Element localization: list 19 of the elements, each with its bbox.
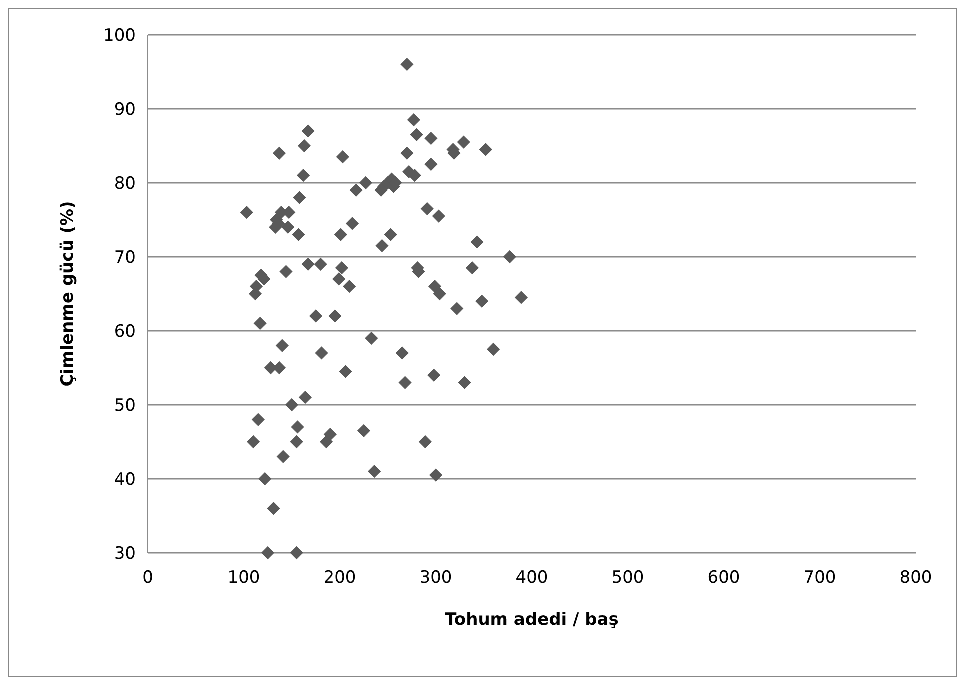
x-axis-title: Tohum adedi / baş	[445, 610, 619, 630]
y-axis-title: Çimlenme gücü (%)	[58, 201, 78, 387]
y-tick-label: 90	[114, 100, 136, 120]
y-tick-label: 100	[104, 26, 136, 46]
x-tick-label: 600	[708, 568, 740, 588]
x-tick-label: 100	[228, 568, 260, 588]
x-tick-label: 0	[142, 568, 154, 588]
x-tick-label: 200	[324, 568, 356, 588]
x-tick-label: 500	[612, 568, 644, 588]
y-tick-label: 60	[114, 322, 136, 342]
x-tick-label: 400	[516, 568, 548, 588]
y-tick-label: 80	[114, 174, 136, 194]
y-tick-label: 70	[114, 248, 136, 268]
x-tick-label: 800	[900, 568, 932, 588]
y-tick-label: 40	[114, 470, 136, 490]
x-tick-label: 700	[804, 568, 836, 588]
x-tick-label: 300	[420, 568, 452, 588]
y-tick-label: 50	[114, 396, 136, 416]
y-tick-label: 30	[114, 544, 136, 564]
